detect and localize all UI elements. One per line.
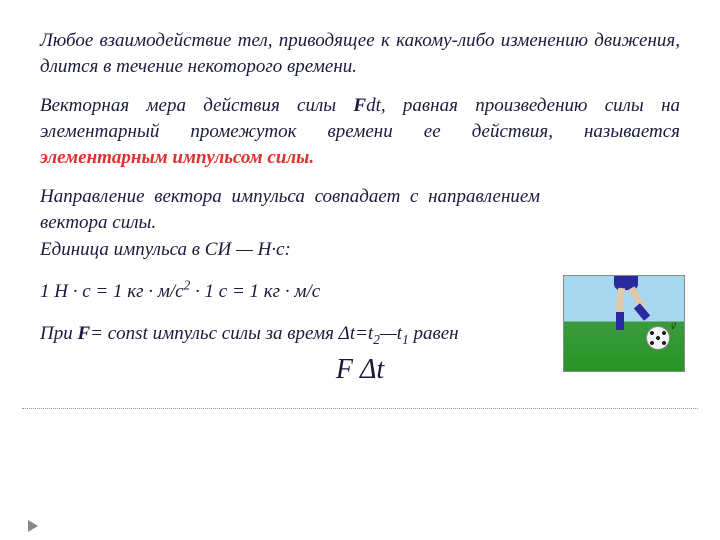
next-slide-icon <box>28 520 38 532</box>
const-end: равен <box>409 323 459 344</box>
const-pre: При <box>40 323 77 344</box>
const-sub2: 2 <box>373 332 380 347</box>
ball-icon <box>646 326 670 350</box>
eq-part-a: 1 Н · с = 1 кг · м/с <box>40 281 184 302</box>
formula-delta-t: Δt <box>360 354 384 385</box>
velocity-label: v⃗ <box>670 321 675 332</box>
def-prefix: Векторная мера действия силы <box>40 95 353 116</box>
football-illustration: v⃗ <box>563 275 685 372</box>
si-unit-paragraph: Единица импульса в СИ — Н·с: <box>40 237 680 263</box>
def-term: элементарным импульсом силы. <box>40 147 314 168</box>
const-mid: = const импульс силы за время Δt=t <box>90 323 373 344</box>
formula-F: F <box>336 354 353 385</box>
formula-space <box>353 354 360 385</box>
symbol-F: F <box>353 95 366 116</box>
footer-divider <box>22 408 698 409</box>
eq-part-b: · 1 с = 1 кг · м/с <box>190 281 320 302</box>
const-F: F <box>77 323 90 344</box>
definition-paragraph: Векторная мера действия силы Fdt, равная… <box>40 93 680 170</box>
player-figure <box>612 276 640 336</box>
direction-paragraph: Направление вектора импульса совпадает с… <box>40 184 680 235</box>
const-dash: —t <box>380 323 402 344</box>
def-dt: dt, <box>366 95 403 116</box>
intro-paragraph: Любое взаимодействие тел, приводящее к к… <box>40 28 680 79</box>
const-sub1: 1 <box>402 332 409 347</box>
